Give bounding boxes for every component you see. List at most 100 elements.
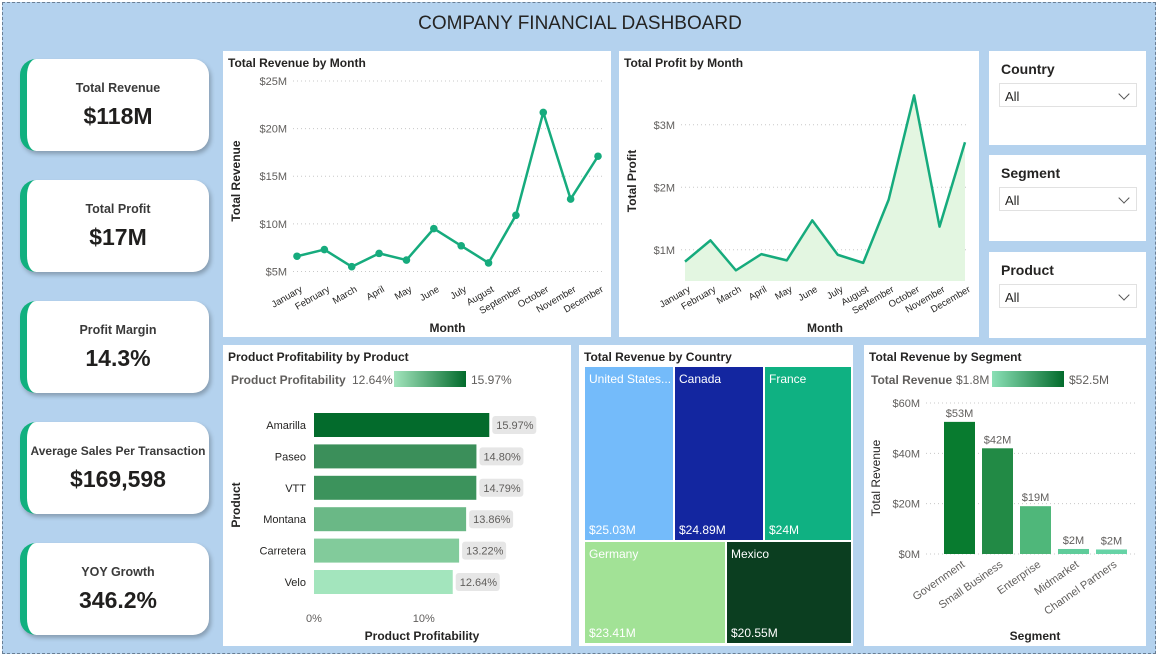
revenue-by-segment-panel[interactable]: Total Revenue by Segment Total Revenue $1… [864,345,1146,646]
revenue-by-month-panel[interactable]: Total Revenue by Month $5M $10M $15M $20M $2… [223,51,611,337]
treemap-tile-germany[interactable]: Germany $23.41M [585,542,725,643]
x-tick-label: March [715,284,743,307]
x-tick-label: Channel Partners [1042,558,1119,617]
y-tick-label: Amarilla [266,420,307,432]
y-tick-label: $25M [259,76,287,88]
tile-label: Germany [589,547,639,561]
data-point [539,108,548,117]
chart-title: Product Profitability by Product [228,350,409,364]
tile-label: Mexico [731,547,770,561]
y-tick-label: $2M [654,182,675,194]
profit-by-month-panel[interactable]: Total Profit by Month $1M $2M $3M January Fe… [619,51,979,337]
tile-value: $23.41M [589,626,636,640]
product-bar-chart: Product Profitability 12.64% 15.97% Amarill… [229,371,537,643]
data-label: 12.64% [460,577,498,589]
data-label-bg [492,416,537,434]
x-tick-label: May [393,284,414,303]
legend-title: Product Profitability [231,373,346,387]
kpi-value: $17M [89,224,147,250]
kpi-card-average-sales[interactable]: Average Sales Per Transaction $169,598 [20,422,209,514]
kpi-card-total-revenue[interactable]: Total Revenue $118M [20,59,209,151]
product-dropdown[interactable]: All [999,284,1137,308]
legend-min: $1.8M [956,373,989,387]
y-tick-label: $1M [654,245,675,257]
slicer-title: Country [1001,61,1055,77]
data-point [293,252,301,261]
data-label: $2M [1063,535,1084,547]
x-axis-label: Segment [1010,629,1061,643]
data-point [375,249,383,258]
legend-max: $52.5M [1069,373,1109,387]
bar [314,507,467,532]
y-tick-label: $5M [266,266,287,278]
bar [314,475,477,500]
kpi-value: 346.2% [78,587,157,613]
country-slicer: Country All [989,51,1146,145]
data-label-bg [469,510,514,529]
data-label-bg [455,573,500,591]
revenue-by-country-panel[interactable]: Total Revenue by Country United States..… [579,345,853,646]
x-tick-label: April [365,284,387,303]
x-axis-label: Month [807,321,843,335]
data-label: 15.97% [496,420,534,432]
data-point [320,245,329,254]
y-tick-label: $40M [892,448,920,460]
bar [314,413,490,437]
bar [1020,506,1051,554]
segment-dropdown[interactable]: All [999,187,1137,211]
product-slicer: Product All [989,252,1146,338]
x-tick-label: May [773,284,794,303]
tile-label: Canada [679,372,722,386]
data-label: $53M [946,408,974,420]
bar [982,448,1013,554]
y-axis-label: Total Revenue [869,439,883,516]
country-dropdown[interactable]: All [999,83,1137,107]
data-point [402,256,411,264]
segment-bar-chart: Total Revenue $1.8M $52.5M $0M $20M $40M $60M $… [869,371,1136,643]
product-profitability-panel[interactable]: Product Profitability by Product Product… [223,345,571,646]
kpi-card-total-profit[interactable]: Total Profit $17M [20,180,209,272]
treemap-tile-canada[interactable]: Canada $24.89M [675,367,763,540]
data-label: $2M [1101,535,1122,547]
legend-max: 15.97% [471,373,512,387]
y-tick-label: Montana [263,514,307,526]
x-tick-label: 0% [306,613,322,625]
treemap-tile-mexico[interactable]: Mexico $20.55M [727,542,851,643]
data-label-bg [462,541,507,560]
y-tick-label: $20M [892,499,920,511]
bar [314,538,460,563]
segment-slicer: Segment All [989,155,1146,241]
data-point [594,152,602,161]
kpi-card-profit-margin[interactable]: Profit Margin 14.3% [20,301,209,393]
tile-value: $20.55M [731,626,778,640]
bar [1096,549,1127,554]
kpi-label: Total Revenue [75,81,161,95]
kpi-value: 14.3% [85,345,151,371]
tile-value: $24M [769,523,800,537]
tile-value: $25.03M [589,523,636,537]
treemap-tile-united-states[interactable]: United States... $25.03M [585,367,673,540]
bar [314,444,477,469]
area-fill [685,95,965,281]
x-tick-label: June [796,284,819,304]
slicer-title: Segment [1001,165,1061,181]
treemap-tile-france[interactable]: France $24M [765,367,851,540]
tile-label: France [769,372,807,386]
data-label: 14.79% [483,483,521,495]
chart-title: Total Profit by Month [624,56,744,70]
bar [944,421,975,554]
dropdown-value: All [1005,89,1020,104]
y-axis-label: Total Profit [625,150,639,212]
kpi-card-yoy-growth[interactable]: YOY Growth 346.2% [20,543,209,635]
chevron-down-icon [1118,289,1130,301]
y-tick-label: $3M [654,120,675,132]
legend-title: Total Revenue [871,373,952,387]
legend-gradient [992,371,1064,387]
kpi-label: Profit Margin [79,323,157,337]
data-point [347,262,356,271]
tile-value: $24.89M [679,523,726,537]
chevron-down-icon [1118,88,1130,100]
